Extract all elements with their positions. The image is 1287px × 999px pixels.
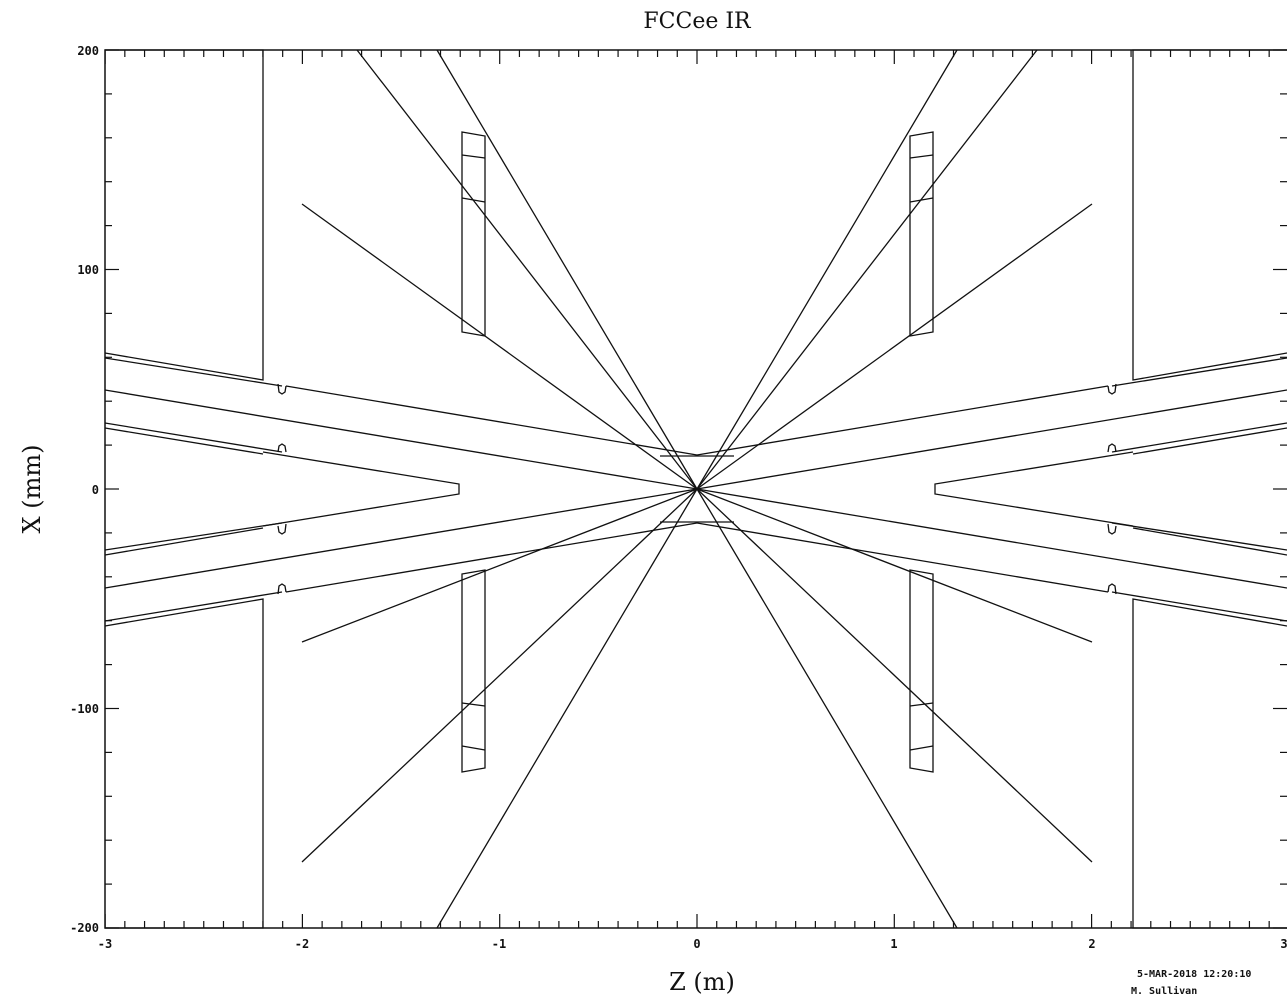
acceptance-rays <box>301 49 1093 929</box>
right-pipe-notch <box>1107 523 1117 535</box>
right-pipe-mid-top-2 <box>1132 427 1287 455</box>
y-tick-label: 0 <box>92 483 99 497</box>
left-pipe-notch <box>277 443 287 453</box>
left-pipe-outer-top <box>104 357 283 387</box>
left-pipe-notch <box>277 383 287 395</box>
x-tick-label: -2 <box>295 937 309 951</box>
x-tick-label: 3 <box>1280 937 1287 951</box>
right-upper-magnet <box>1132 49 1287 381</box>
x-tick-label: 1 <box>890 937 897 951</box>
right-pipe-notch <box>1107 443 1117 453</box>
y-tick-label: 100 <box>77 263 99 277</box>
x-tick-label: 2 <box>1088 937 1095 951</box>
right-pipe-top-b <box>696 385 1109 456</box>
acceptance-ray <box>301 203 698 490</box>
left-pipe-mid-top <box>104 422 283 453</box>
acceptance-ray <box>696 49 1038 490</box>
left-pipe-notch <box>277 523 287 535</box>
left-pipe-outer-bottom <box>104 591 283 622</box>
x-tick-label: 0 <box>693 937 700 951</box>
left-pipe-top-a <box>104 389 698 490</box>
left-pipe-notch <box>277 583 287 595</box>
right-pipe-mid-top <box>1111 422 1287 453</box>
lumical-segment <box>909 154 934 159</box>
lumical-segment <box>461 745 486 751</box>
left-pipe-mid-bottom-2 <box>104 527 264 556</box>
left-upper-lumical <box>461 131 486 337</box>
right-pipe-bottom-a <box>696 488 1287 589</box>
right-upper-lumical <box>909 131 934 337</box>
right-lower-magnet <box>1132 598 1287 929</box>
left-pipe-bottom-b <box>285 522 698 593</box>
left-pipe-top-b <box>285 385 698 456</box>
left-pipe-mid-bottom <box>104 522 283 551</box>
left-pipe-mid-top-2 <box>104 427 264 455</box>
author-stamp: M. Sullivan <box>1131 985 1197 997</box>
right-pipe-notch <box>1107 583 1117 595</box>
timestamp-stamp: 5-MAR-2018 12:20:10 <box>1137 969 1251 980</box>
plot-title: FCCee IR <box>643 9 752 34</box>
right-pipe-notch <box>1107 383 1117 395</box>
lumical-segment <box>909 745 934 751</box>
tick-marks <box>104 49 1287 929</box>
x-axis-label: Z (m) <box>669 968 735 996</box>
right-lower-lumical <box>909 569 934 773</box>
left-magnet-blocks <box>104 49 460 929</box>
left-lower-magnet <box>104 598 264 929</box>
x-tick-label: -3 <box>98 937 112 951</box>
left-central-wedge <box>262 451 460 527</box>
acceptance-ray <box>696 203 1093 490</box>
acceptance-ray <box>356 49 698 490</box>
acceptance-ray <box>301 488 698 863</box>
lumical-segment <box>461 702 486 707</box>
acceptance-ray <box>436 488 698 929</box>
central-beam-pipe <box>660 455 734 523</box>
y-tick-label: -100 <box>70 702 99 716</box>
luminosity-calorimeters <box>461 131 934 773</box>
y-tick-label: 200 <box>77 44 99 58</box>
right-pipe-bottom-b <box>696 522 1109 593</box>
right-pipe-mid-bottom <box>1111 522 1287 551</box>
right-pipe-top-a <box>696 389 1287 490</box>
left-upper-magnet <box>104 49 264 381</box>
right-pipe-outer-top <box>1111 357 1287 387</box>
right-central-wedge <box>934 451 1134 527</box>
right-pipe-outer-bottom <box>1111 591 1287 622</box>
acceptance-ray <box>301 488 698 643</box>
acceptance-ray <box>696 488 1093 863</box>
left-beam-pipes <box>104 357 698 622</box>
lumical-segment <box>461 154 486 159</box>
acceptance-ray <box>696 488 958 929</box>
acceptance-ray <box>696 488 1093 643</box>
left-lower-lumical <box>461 569 486 773</box>
left-pipe-bottom-a <box>104 488 698 589</box>
acceptance-ray <box>436 49 698 490</box>
x-tick-label: -1 <box>492 937 506 951</box>
right-beam-pipes <box>696 357 1287 622</box>
y-axis-label: X (mm) <box>18 445 46 534</box>
acceptance-ray <box>696 49 958 490</box>
y-tick-label: -200 <box>70 921 99 935</box>
right-pipe-mid-bottom-2 <box>1132 527 1287 556</box>
y-tick-labels: 200 100 0 -100 -200 <box>70 44 99 935</box>
right-magnet-blocks <box>934 49 1287 929</box>
x-tick-labels: -3 -2 -1 0 1 2 3 <box>98 937 1287 951</box>
lumical-segment <box>909 702 934 707</box>
